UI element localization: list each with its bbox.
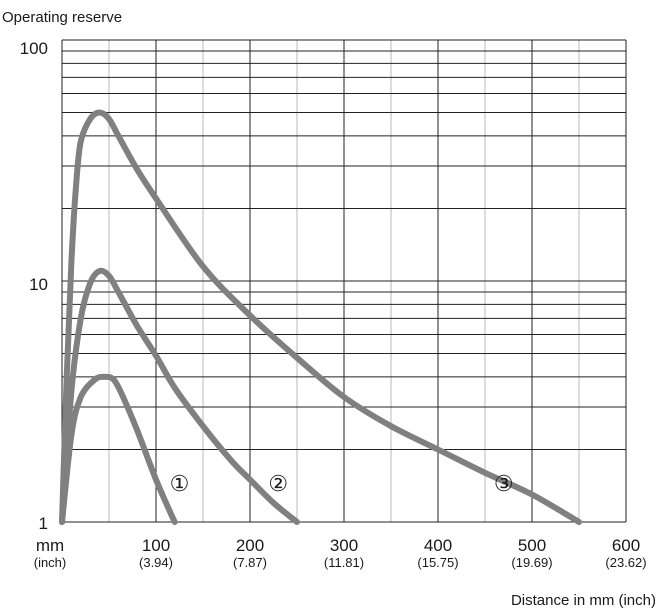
series-markers: ① ② ③ (170, 471, 514, 496)
curves (59, 109, 582, 525)
x-tick-sub-label: (7.87) (233, 555, 267, 570)
x-tick-label: 200 (236, 536, 264, 555)
y-tick-label-1: 1 (39, 514, 48, 533)
x-tick-label: 100 (142, 536, 170, 555)
x-tick-label: 400 (424, 536, 452, 555)
series-marker-3: ③ (494, 471, 514, 496)
y-tick-label-10: 10 (29, 275, 48, 294)
x-tick-label: 300 (330, 536, 358, 555)
series-line-3 (59, 109, 582, 525)
x-tick-sub-label: (19.69) (511, 555, 552, 570)
y-tick-label-100: 100 (20, 39, 48, 58)
x-tick-sub-label: (15.75) (417, 555, 458, 570)
series-marker-2: ② (268, 471, 288, 496)
x-unit-sub-label: (inch) (34, 555, 67, 570)
x-tick-sub-label: (23.62) (605, 555, 646, 570)
x-tick-sub-label: (11.81) (324, 555, 364, 570)
series-line-1 (59, 373, 178, 525)
x-unit-label: mm (36, 536, 64, 555)
x-axis-title: Distance in mm (inch) (511, 592, 656, 609)
x-ticks: 100(3.94) 200(7.87) 300(11.81) 400(15.75) 50… (139, 536, 647, 570)
series-marker-1: ① (170, 471, 190, 496)
grid (61, 39, 627, 523)
series-line-2 (59, 267, 300, 525)
y-axis-title: Operating reserve (2, 9, 122, 26)
x-tick-label: 500 (518, 536, 546, 555)
x-tick-sub-label: (3.94) (139, 555, 173, 570)
x-tick-label: 600 (612, 536, 640, 555)
labels: Operating reserve Distance in mm (inch) … (2, 9, 656, 609)
